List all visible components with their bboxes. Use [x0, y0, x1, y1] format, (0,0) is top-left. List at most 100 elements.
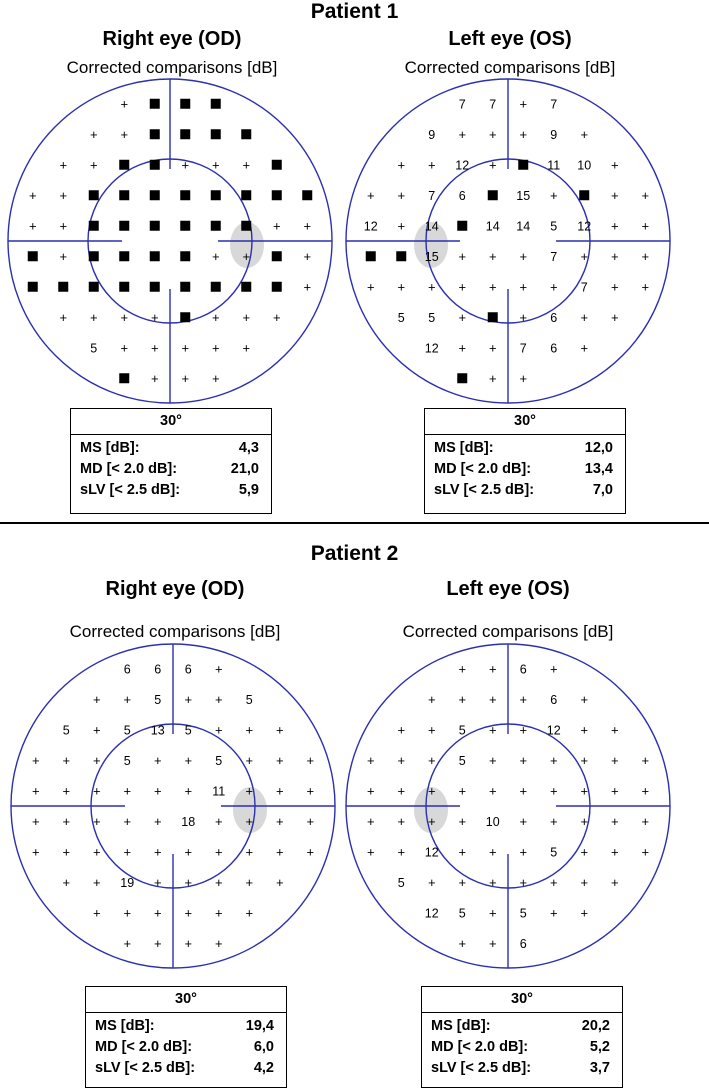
stats-row-slv: sLV [< 2.5 dB]: 4,2: [86, 1058, 286, 1079]
patient-title: Patient 1: [310, 0, 399, 23]
deviation-value: 6: [520, 937, 527, 951]
stats-row-md: MD [< 2.0 dB]: 13,4: [425, 459, 625, 480]
deviation-value: 9: [428, 128, 435, 142]
deviation-value: 7: [489, 97, 496, 111]
stats-label: MD [< 2.0 dB]:: [95, 1039, 193, 1055]
defect-marker: [58, 281, 69, 292]
normal-point: +: [120, 310, 128, 325]
normal-point: +: [611, 279, 619, 294]
defect-marker: [149, 159, 160, 170]
stats-row-slv: sLV [< 2.5 dB]: 5,9: [71, 480, 271, 501]
normal-point: +: [641, 783, 649, 798]
normal-point: +: [93, 783, 101, 798]
normal-point: +: [397, 844, 405, 859]
defect-marker: [180, 281, 191, 292]
defect-marker: [180, 220, 191, 231]
normal-point: +: [519, 127, 527, 142]
normal-point: +: [120, 96, 128, 111]
normal-point: +: [62, 814, 70, 829]
normal-point: +: [184, 753, 192, 768]
stats-row-ms: MS [dB]: 4,3: [71, 438, 271, 459]
normal-point: +: [519, 753, 527, 768]
normal-point: +: [489, 157, 497, 172]
normal-point: +: [397, 157, 405, 172]
deviation-value: 6: [124, 662, 131, 676]
normal-point: +: [611, 218, 619, 233]
normal-point: +: [489, 936, 497, 951]
deviation-value: 6: [185, 662, 192, 676]
normal-point: +: [245, 722, 253, 737]
normal-point: +: [580, 310, 588, 325]
normal-point: +: [273, 310, 281, 325]
defect-marker: [149, 190, 160, 201]
normal-point: +: [458, 936, 466, 951]
stats-box: 30° MS [dB]: 4,3 MD [< 2.0 dB]: 21,0 sLV […: [70, 408, 272, 514]
normal-point: +: [154, 844, 162, 859]
normal-point: +: [580, 249, 588, 264]
eye-title-os: Left eye (OS): [448, 28, 572, 50]
normal-point: +: [242, 249, 250, 264]
normal-point: +: [458, 875, 466, 890]
normal-point: +: [397, 783, 405, 798]
normal-point: +: [428, 814, 436, 829]
normal-point: +: [641, 188, 649, 203]
stats-row-ms: MS [dB]: 19,4: [86, 1016, 286, 1037]
defect-marker: [149, 251, 160, 262]
normal-point: +: [32, 844, 40, 859]
stats-value: 21,0: [230, 461, 259, 477]
deviation-value: 13: [151, 723, 165, 737]
stats-row-md: MD [< 2.0 dB]: 6,0: [86, 1037, 286, 1058]
defect-marker: [271, 159, 282, 170]
defect-marker: [27, 251, 38, 262]
normal-point: +: [519, 96, 527, 111]
normal-point: +: [611, 875, 619, 890]
normal-point: +: [611, 157, 619, 172]
normal-point: +: [120, 340, 128, 355]
normal-point: +: [90, 127, 98, 142]
deviation-value: 5: [459, 906, 466, 920]
blind-spot-marker: [230, 222, 264, 268]
deviation-value: 5: [124, 754, 131, 768]
normal-point: +: [93, 905, 101, 920]
normal-point: +: [367, 844, 375, 859]
normal-point: +: [519, 875, 527, 890]
stats-value: 4,3: [238, 440, 259, 456]
visual-field-plot: 6 6 6 + + +5 + +5 5 +5 13 5 + + + + + +5 + +5 + + + + + + + + +11 + + +…: [10, 643, 336, 969]
deviation-value: 5: [550, 219, 557, 233]
normal-point: +: [242, 310, 250, 325]
defect-marker: [271, 251, 282, 262]
normal-point: +: [611, 249, 619, 264]
normal-point: +: [59, 249, 67, 264]
normal-point: +: [428, 783, 436, 798]
stats-value: 19,4: [245, 1018, 274, 1034]
normal-point: +: [489, 692, 497, 707]
normal-point: +: [276, 814, 284, 829]
deviation-value: 14: [516, 219, 530, 233]
normal-point: +: [519, 279, 527, 294]
normal-point: +: [59, 218, 67, 233]
normal-point: +: [489, 753, 497, 768]
stats-row-slv: sLV [< 2.5 dB]: 7,0: [425, 480, 625, 501]
normal-point: +: [184, 875, 192, 890]
stats-label: MS [dB]:: [80, 440, 140, 456]
normal-point: +: [181, 340, 189, 355]
normal-point: +: [550, 753, 558, 768]
normal-point: +: [245, 905, 253, 920]
deviation-value: 5: [550, 845, 557, 859]
normal-point: +: [458, 783, 466, 798]
normal-point: +: [276, 783, 284, 798]
deviation-value: 12: [364, 219, 378, 233]
stats-row-slv: sLV [< 2.5 dB]: 3,7: [422, 1058, 622, 1079]
stats-label: sLV [< 2.5 dB]:: [434, 482, 535, 498]
defect-marker: [180, 129, 191, 140]
normal-point: +: [32, 753, 40, 768]
defect-marker: [119, 251, 130, 262]
normal-point: +: [428, 753, 436, 768]
stats-header: 30°: [71, 409, 271, 435]
normal-point: +: [59, 188, 67, 203]
defect-marker: [180, 190, 191, 201]
defect-marker: [27, 281, 38, 292]
normal-point: +: [154, 783, 162, 798]
deviation-value: 6: [550, 311, 557, 325]
normal-point: +: [550, 905, 558, 920]
